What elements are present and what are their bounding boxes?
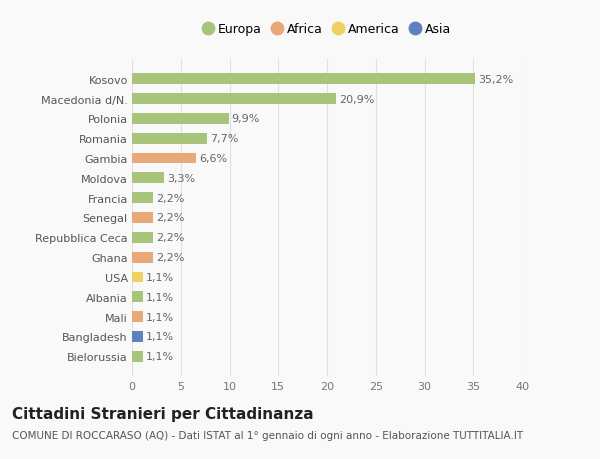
Bar [132, 173, 164, 184]
Bar [132, 193, 154, 204]
Text: 2,2%: 2,2% [157, 193, 185, 203]
Text: 1,1%: 1,1% [146, 352, 174, 362]
Text: COMUNE DI ROCCARASO (AQ) - Dati ISTAT al 1° gennaio di ogni anno - Elaborazione : COMUNE DI ROCCARASO (AQ) - Dati ISTAT al… [12, 431, 523, 441]
Bar [132, 331, 143, 342]
Text: 2,2%: 2,2% [157, 233, 185, 243]
Bar [132, 312, 143, 322]
Legend: Europa, Africa, America, Asia: Europa, Africa, America, Asia [198, 18, 456, 41]
Text: 2,2%: 2,2% [157, 213, 185, 223]
Text: 6,6%: 6,6% [199, 154, 227, 164]
Text: 1,1%: 1,1% [146, 332, 174, 342]
Bar [132, 292, 143, 302]
Bar [132, 213, 154, 224]
Text: 1,1%: 1,1% [146, 272, 174, 282]
Bar [132, 351, 143, 362]
Text: Cittadini Stranieri per Cittadinanza: Cittadini Stranieri per Cittadinanza [12, 406, 314, 421]
Text: 35,2%: 35,2% [478, 74, 514, 84]
Bar [132, 153, 196, 164]
Text: 7,7%: 7,7% [210, 134, 238, 144]
Text: 2,2%: 2,2% [157, 252, 185, 263]
Bar [132, 252, 154, 263]
Bar [132, 272, 143, 283]
Bar [132, 232, 154, 243]
Bar [132, 114, 229, 124]
Text: 20,9%: 20,9% [338, 94, 374, 104]
Text: 1,1%: 1,1% [146, 292, 174, 302]
Text: 3,3%: 3,3% [167, 174, 195, 184]
Bar [132, 134, 207, 144]
Bar [132, 94, 336, 105]
Bar [132, 74, 475, 85]
Text: 9,9%: 9,9% [232, 114, 260, 124]
Text: 1,1%: 1,1% [146, 312, 174, 322]
